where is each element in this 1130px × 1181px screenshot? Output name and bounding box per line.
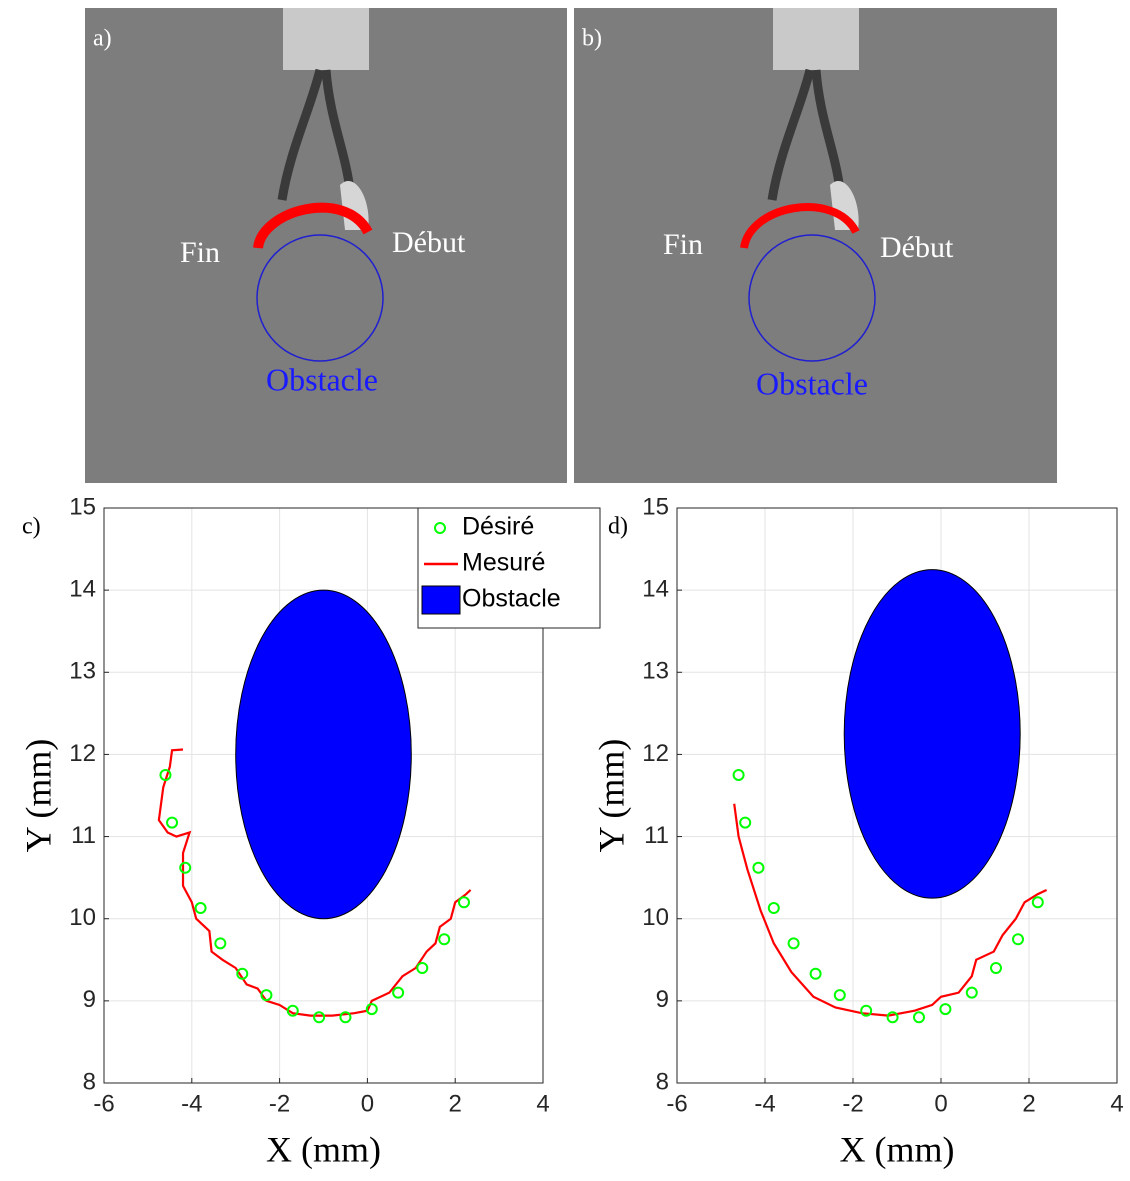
obstacle [235,589,412,920]
photo-a: a) Fin Début Obstacle [85,8,567,483]
annotation: Fin [180,236,220,269]
x-tick-label: 0 [934,1090,947,1117]
desired-point [787,937,800,950]
desired-point [438,933,451,946]
x-tick-label: -4 [181,1090,202,1117]
legend-marker [421,585,461,615]
desired-point [809,967,822,980]
y-tick-label: 15 [642,493,669,520]
y-tick-label: 12 [69,740,96,767]
x-tick-label: 4 [536,1090,549,1117]
probe-wires [277,68,355,201]
x-tick-label: 0 [361,1090,374,1117]
panel-label: c) [22,514,41,540]
probe-wires [767,68,845,201]
y-tick-label: 14 [642,575,669,602]
y-tick-label: 9 [83,986,96,1013]
desired-point [260,989,273,1002]
x-tick-label: -6 [93,1090,114,1117]
x-tick-label: -4 [754,1090,775,1117]
legend-marker [434,522,446,534]
legend-label: Désiré [462,513,534,541]
measured-line [733,803,1048,1017]
desired-point [939,1003,952,1016]
desired-point [913,1011,925,1024]
desired-point [833,989,846,1002]
desired-point [886,1011,899,1024]
axis-box [103,507,544,1084]
desired-point [739,816,752,829]
y-tick-label: 12 [642,740,669,767]
desired-point [365,1003,378,1016]
panel-label: b) [582,26,602,52]
y-tick-label: 11 [71,822,96,849]
annotation: Début [880,231,954,264]
desired-point [1012,933,1024,946]
x-tick-label: -6 [666,1090,687,1117]
trajectory [740,203,860,249]
x-axis-label: X (mm) [840,1129,955,1169]
obstacle-circle [256,234,384,362]
trajectory [253,202,373,250]
desired-point [339,1011,352,1024]
y-tick-label: 11 [644,822,669,849]
desired-point [392,986,405,999]
y-tick-label: 10 [69,904,96,931]
y-tick-label: 13 [69,658,96,685]
desired-point [1031,896,1044,909]
panel-label: d) [608,514,628,540]
y-tick-label: 8 [83,1068,96,1095]
desired-point [767,902,780,915]
desired-point [860,1004,873,1017]
panel-label: a) [93,26,112,52]
photo-b: b) Fin Début Obstacle [574,8,1057,483]
y-tick-label: 14 [69,575,96,602]
legend-label: Obstacle [462,585,561,613]
desired-point [416,962,429,974]
y-tick-label: 9 [656,986,669,1013]
y-tick-label: 10 [642,904,669,931]
desired-point [965,986,978,999]
annotation: Début [392,226,466,259]
desired-point [194,902,207,915]
x-tick-label: 2 [449,1090,462,1117]
x-tick-label: -2 [269,1090,290,1117]
x-tick-label: 2 [1022,1090,1035,1117]
probe-body [283,8,369,70]
desired-point [179,861,192,874]
annotation: Obstacle [756,365,868,401]
desired-point [166,816,179,829]
desired-point [214,937,227,950]
desired-point [286,1004,299,1017]
x-tick-label: 4 [1110,1090,1123,1117]
x-axis-label: X (mm) [266,1129,381,1169]
annotation: Fin [663,228,703,261]
obstacle-circle [748,234,876,362]
y-tick-label: 15 [69,493,96,520]
y-tick-label: 8 [656,1068,669,1095]
x-tick-label: -2 [842,1090,863,1117]
desired-point [457,896,470,909]
obstacle [843,569,1021,899]
y-axis-label: Y (mm) [591,739,631,853]
desired-point [236,967,249,980]
legend-label: Mesuré [462,549,545,577]
desired-point [732,768,745,781]
desired-point [313,1011,326,1024]
y-tick-label: 13 [642,658,669,685]
desired-point [159,768,172,781]
desired-point [752,861,765,874]
desired-point [990,962,1002,974]
probe-body [773,8,859,70]
axis-box [676,507,1118,1084]
annotation: Obstacle [266,361,378,397]
y-axis-label: Y (mm) [18,739,58,853]
